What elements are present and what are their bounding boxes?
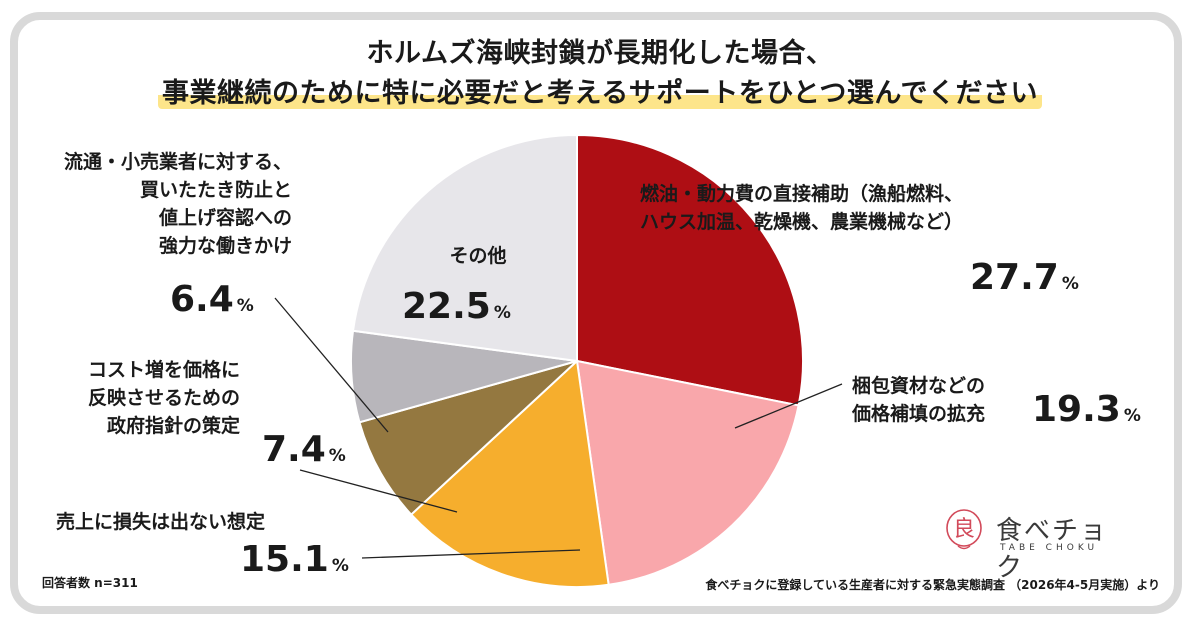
slice-label-line: 梱包資材などの bbox=[852, 375, 986, 397]
slice-label-line: 買いたたき防止と bbox=[139, 179, 292, 201]
slice-value-0: 27.7% bbox=[970, 258, 1079, 304]
slice-value-number: 22.5 bbox=[402, 286, 491, 327]
slice-label-line: 価格補填の拡充 bbox=[852, 403, 986, 425]
slice-label-line: 燃油・動力費の直接補助（漁船燃料、 bbox=[640, 183, 964, 205]
leader-line-3 bbox=[299, 469, 458, 513]
slice-value-number: 19.3 bbox=[1032, 389, 1121, 430]
chart-title-line2: 事業継続のために特に必要だと考えるサポートをひとつ選んでください bbox=[0, 76, 1200, 112]
survey-source: 食べチョクに登録している生産者に対する緊急実態調査 （2026年4-5月実施）よ… bbox=[705, 578, 1160, 592]
slice-label-line: その他 bbox=[449, 245, 507, 267]
slice-label-line: ハウス加温、乾燥機、農業機械など） bbox=[640, 211, 964, 233]
slice-value-unit: % bbox=[328, 446, 346, 466]
slice-label-line: 政府指針の策定 bbox=[106, 415, 240, 437]
slice-value-unit: % bbox=[236, 296, 254, 316]
slice-label-line: 売上に損失は出ない想定 bbox=[56, 511, 266, 533]
logo-subtitle: TABE CHOKU bbox=[1000, 543, 1099, 553]
pie-slice-2 bbox=[409, 358, 610, 588]
slice-label-line: 値上げ容認への bbox=[158, 207, 292, 229]
slice-value-unit: % bbox=[1061, 274, 1079, 294]
logo-wordmark: 食べチョク bbox=[996, 516, 1109, 583]
slice-value-unit: % bbox=[493, 303, 511, 323]
slice-label-line: 強力な働きかけ bbox=[158, 235, 292, 257]
chart-title-line2-text: 事業継続のために特に必要だと考えるサポートをひとつ選んでください bbox=[158, 78, 1042, 109]
slice-label-2: 売上に損失は出ない想定 bbox=[56, 508, 265, 536]
slice-value-unit: % bbox=[331, 556, 349, 576]
slice-value-4: 6.4% bbox=[170, 280, 254, 326]
pie-slice-1 bbox=[575, 359, 800, 586]
slice-value-number: 6.4 bbox=[170, 279, 234, 320]
pie-slice-3 bbox=[358, 360, 578, 516]
slice-value-3: 7.4% bbox=[262, 430, 346, 476]
chart-title-line1: ホルムズ海峡封鎖が長期化した場合、 bbox=[366, 38, 834, 69]
leader-line-1 bbox=[734, 383, 843, 429]
svg-text:良: 良 bbox=[953, 517, 975, 542]
leader-line-2 bbox=[361, 549, 581, 559]
tabechoku-logo: 良 食べチョク TABE CHOKU bbox=[944, 506, 1134, 583]
slice-value-5: 22.5% bbox=[402, 287, 511, 333]
slice-value-number: 15.1 bbox=[240, 539, 329, 580]
slice-label-line: コスト増を価格に bbox=[87, 359, 240, 381]
slice-value-number: 7.4 bbox=[262, 429, 326, 470]
slice-value-2: 15.1% bbox=[240, 540, 349, 586]
slice-label-line: 流通・小売業者に対する、 bbox=[63, 151, 292, 173]
respondent-count: 回答者数 n=311 bbox=[42, 576, 138, 590]
logo-mark-icon: 良 bbox=[946, 509, 982, 550]
slice-label-0: 燃油・動力費の直接補助（漁船燃料、 ハウス加温、乾燥機、農業機械など） bbox=[640, 180, 963, 236]
pie-slice-0 bbox=[576, 133, 804, 407]
slice-label-line: 反映させるための bbox=[87, 387, 240, 409]
slice-label-1: 梱包資材などの 価格補填の拡充 bbox=[852, 372, 985, 428]
slice-value-number: 27.7 bbox=[970, 257, 1059, 298]
slice-value-1: 19.3% bbox=[1032, 390, 1141, 436]
slice-value-unit: % bbox=[1123, 406, 1141, 426]
slice-label-3: コスト増を価格に 反映させるための政府指針の策定 bbox=[50, 356, 240, 440]
pie-slice-5 bbox=[351, 133, 578, 363]
leader-line-4 bbox=[274, 297, 389, 433]
slice-label-4: 流通・小売業者に対する、買いたたき防止と値上げ容認への 強力な働きかけ bbox=[40, 148, 292, 260]
slice-label-5: その他 bbox=[438, 242, 518, 270]
